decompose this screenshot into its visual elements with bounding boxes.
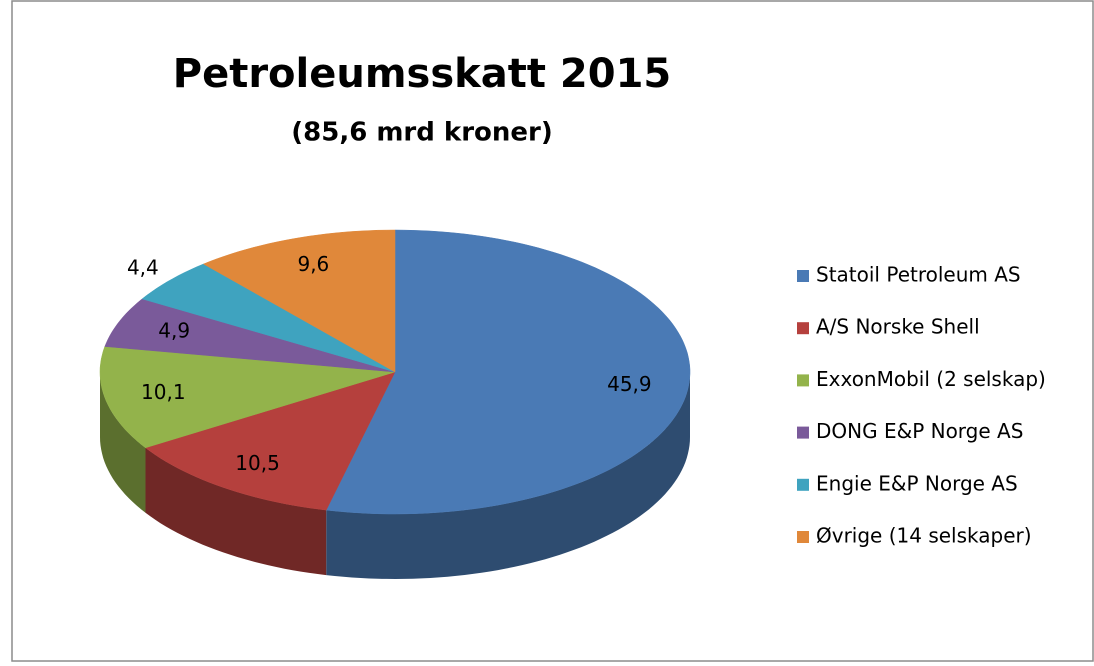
chart-title: Petroleumsskatt 2015	[173, 51, 671, 97]
pie-slice	[99, 346, 396, 449]
pie-side	[145, 447, 327, 576]
data-label: 10,1	[141, 380, 186, 404]
data-label: 4,9	[158, 318, 190, 342]
legend-swatch	[797, 270, 809, 282]
legend-label: ExxonMobil (2 selskap)	[816, 367, 1046, 391]
data-label: 45,9	[607, 372, 652, 396]
legend-label: Statoil Petroleum AS	[816, 263, 1021, 287]
legend-swatch	[797, 374, 809, 387]
pie-side	[100, 372, 146, 513]
pie-side	[326, 372, 690, 579]
legend-label: A/S Norske Shell	[816, 315, 980, 339]
data-label: 4,4	[127, 256, 159, 280]
data-label: 10,5	[235, 451, 280, 475]
legend-swatch	[797, 531, 809, 543]
pie-slice	[325, 229, 691, 515]
legend-label: Øvrige (14 selskaper)	[816, 524, 1032, 548]
pie-slice	[104, 298, 396, 373]
legend-swatch	[797, 322, 809, 335]
legend-swatch	[797, 426, 809, 439]
pie-slice	[144, 371, 396, 511]
pie-slice	[202, 229, 396, 373]
legend-label: DONG E&P Norge AS	[816, 419, 1023, 443]
pie-slice	[141, 263, 396, 373]
legend-swatch	[797, 478, 809, 491]
data-label: 9,6	[297, 252, 329, 276]
chart-subtitle: (85,6 mrd kroner)	[291, 118, 553, 148]
legend-label: Engie E&P Norge AS	[816, 471, 1018, 495]
